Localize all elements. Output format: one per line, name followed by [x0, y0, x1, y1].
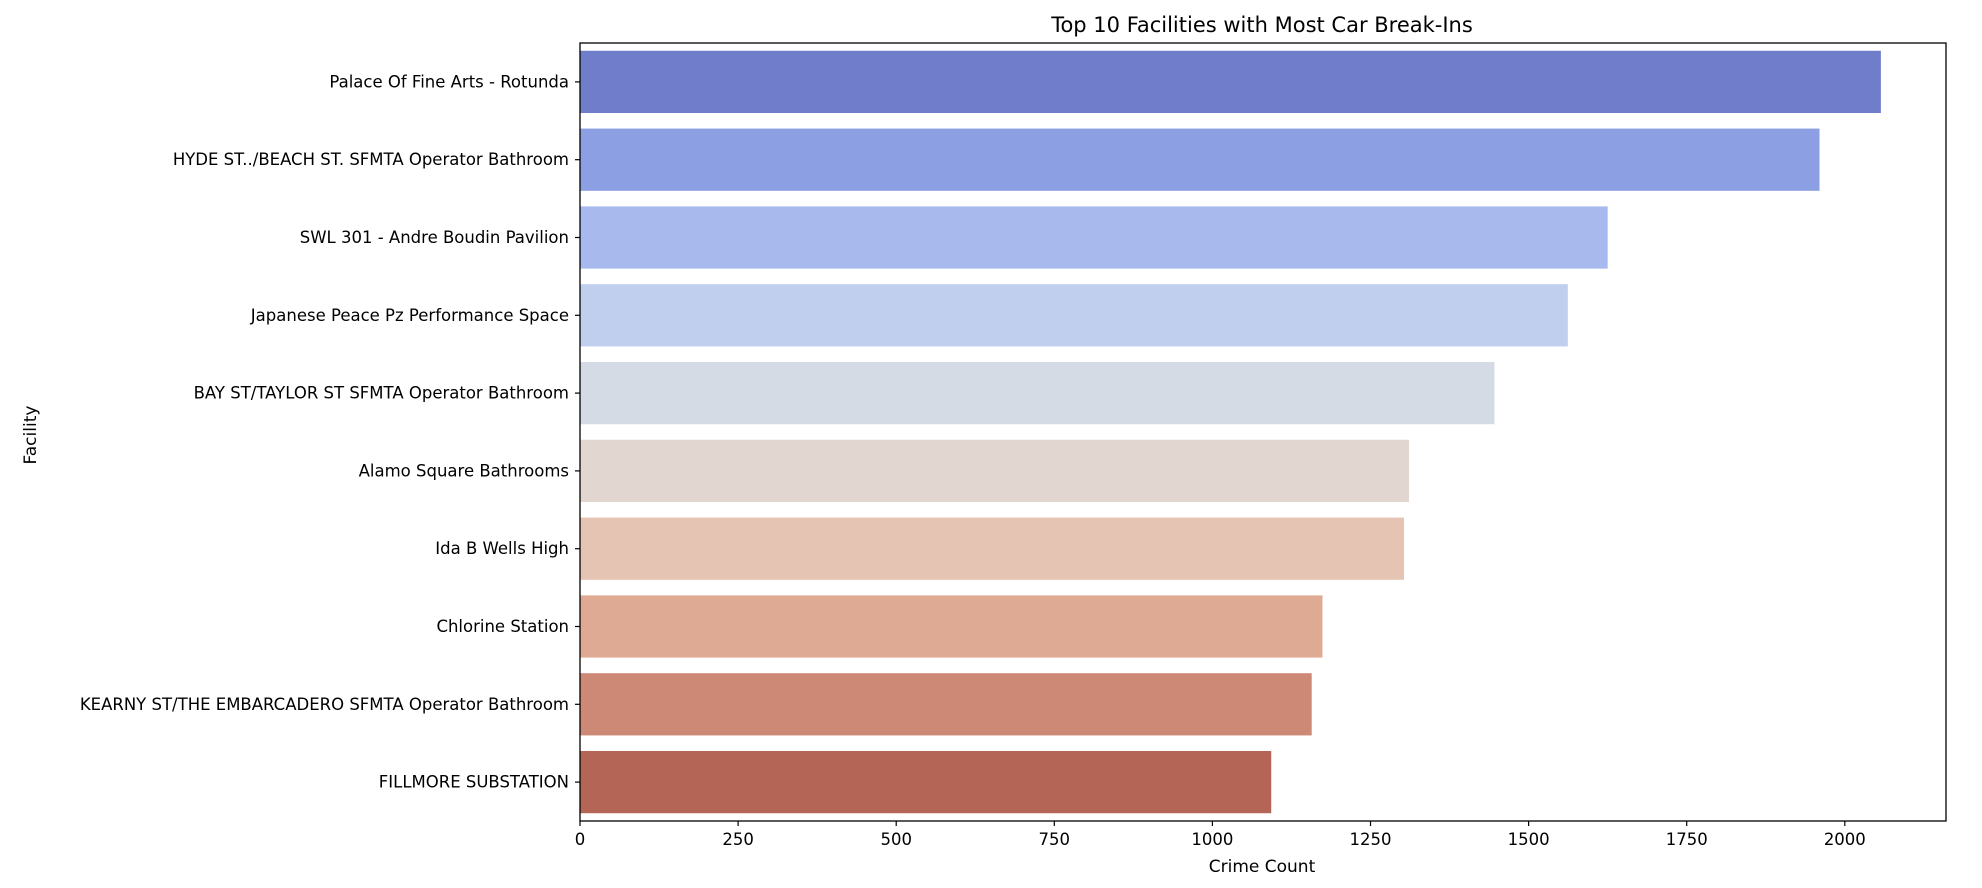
- x-tick-label: 250: [722, 830, 754, 849]
- y-tick-label: FILLMORE SUBSTATION: [379, 773, 569, 792]
- bar: [580, 595, 1323, 658]
- y-tick-label: SWL 301 - Andre Boudin Pavilion: [300, 228, 569, 247]
- bar: [580, 361, 1495, 425]
- x-axis-label: Crime Count: [1209, 857, 1316, 877]
- bar: [580, 284, 1568, 347]
- bars-layer: [580, 50, 1881, 814]
- x-tick-label: 750: [1039, 830, 1071, 849]
- y-tick-label: Japanese Peace Pz Performance Space: [250, 306, 569, 325]
- y-tick-label: KEARNY ST/THE EMBARCADERO SFMTA Operator…: [80, 695, 569, 714]
- chart-title: Top 10 Facilities with Most Car Break-In…: [1050, 13, 1473, 37]
- y-tick-label: Alamo Square Bathrooms: [359, 461, 569, 480]
- x-tick-label: 2000: [1824, 830, 1866, 849]
- y-tick-label: Ida B Wells High: [435, 539, 569, 558]
- y-tick-label: HYDE ST../BEACH ST. SFMTA Operator Bathr…: [173, 150, 569, 169]
- bar: [580, 673, 1312, 736]
- bar: [580, 50, 1881, 114]
- x-tick-label: 1750: [1666, 830, 1708, 849]
- bar: [580, 517, 1405, 580]
- bar: [580, 206, 1608, 269]
- x-tick-label: 0: [575, 830, 586, 849]
- plot-frame: [579, 42, 1947, 822]
- y-tick-label: Chlorine Station: [436, 617, 569, 636]
- y-axis-label: Facility: [21, 406, 41, 465]
- y-tick-label: BAY ST/TAYLOR ST SFMTA Operator Bathroom: [194, 384, 569, 403]
- y-tick-labels: Palace Of Fine Arts - Rotunda HYDE ST../B…: [80, 72, 580, 792]
- y-tick-label: Palace Of Fine Arts - Rotunda: [329, 72, 569, 91]
- x-tick-labels: 0 250 500 750 1000 1250 1500 1750 2000: [575, 821, 1866, 849]
- bar: [580, 128, 1820, 191]
- bar: [580, 750, 1272, 814]
- bar: [580, 439, 1410, 503]
- x-tick-label: 1500: [1508, 830, 1550, 849]
- x-tick-label: 1250: [1350, 830, 1392, 849]
- x-tick-label: 500: [880, 830, 912, 849]
- x-tick-label: 1000: [1191, 830, 1233, 849]
